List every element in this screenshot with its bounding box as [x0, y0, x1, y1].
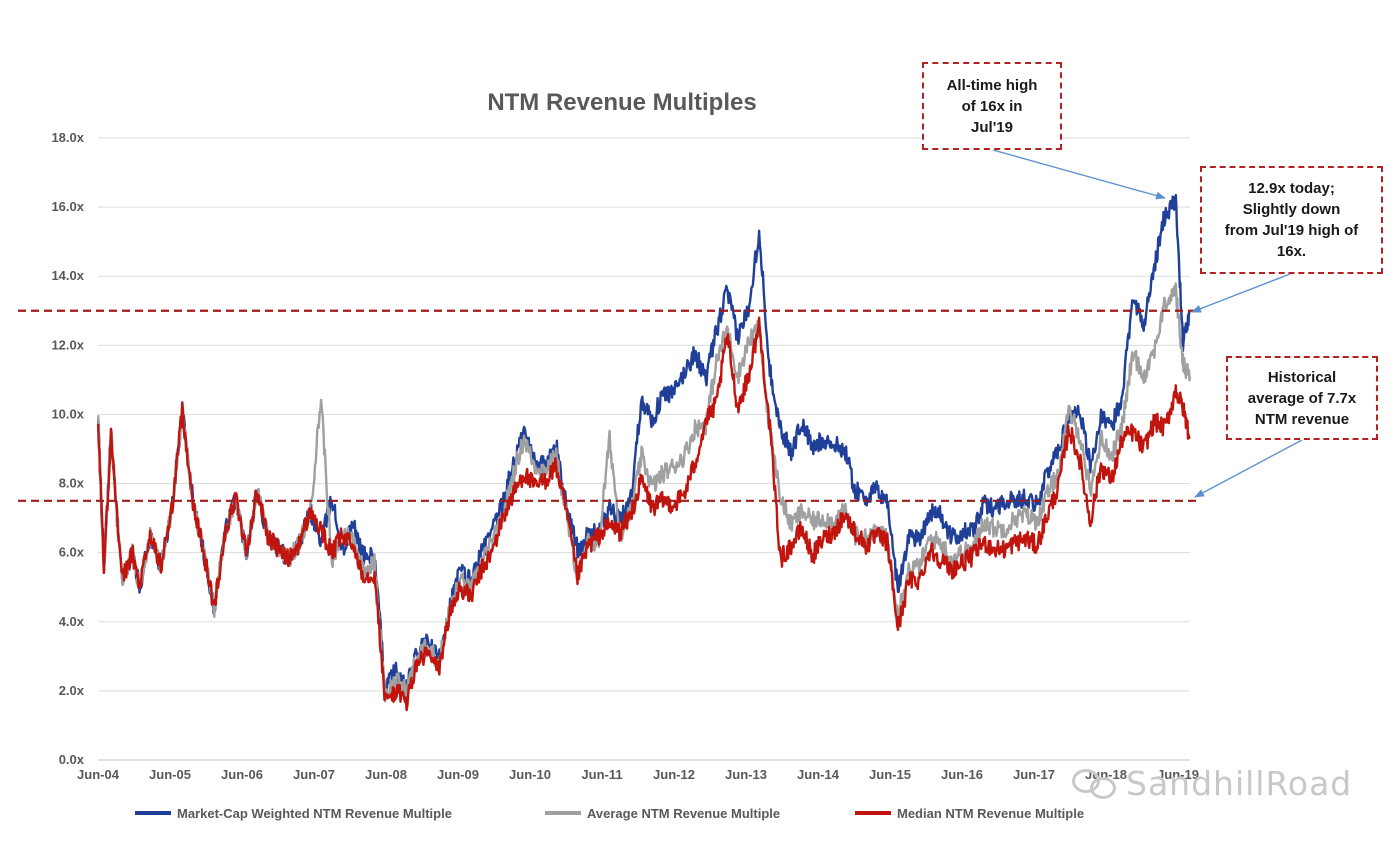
legend-label: Average NTM Revenue Multiple — [587, 806, 780, 821]
x-tick-label: Jun-13 — [725, 767, 767, 782]
wechat-icon — [1072, 767, 1118, 801]
y-tick-label: 2.0x — [59, 683, 85, 698]
x-axis: Jun-04 Jun-05 Jun-06 Jun-07 Jun-08 Jun-09 Jun-… — [77, 767, 1199, 782]
y-tick-label: 10.0x — [51, 406, 84, 421]
watermark-text: SandhillRoad — [1126, 764, 1353, 803]
plot-area — [97, 193, 1192, 712]
y-tick-label: 12.0x — [51, 337, 84, 352]
legend: Market-Cap Weighted NTM Revenue Multiple… — [135, 806, 1084, 821]
arrow-high — [992, 149, 1166, 200]
x-tick-label: Jun-19 — [1157, 767, 1199, 782]
legend-label: Median NTM Revenue Multiple — [897, 806, 1084, 821]
x-tick-label: Jun-16 — [941, 767, 983, 782]
callout-today: 12.9x today; Slightly down from Jul'19 h… — [1200, 166, 1383, 274]
series-median — [97, 316, 1191, 712]
y-tick-label: 6.0x — [59, 545, 85, 560]
x-tick-label: Jun-07 — [293, 767, 335, 782]
reference-lines — [18, 309, 1199, 502]
x-tick-label: Jun-15 — [869, 767, 911, 782]
y-tick-label: 18.0x — [51, 130, 84, 145]
y-tick-label: 14.0x — [51, 268, 84, 283]
y-axis: 0.0x 2.0x 4.0x 6.0x 8.0x 10.0x 12.0x 14.0x 16.0x… — [51, 130, 84, 767]
x-tick-label: Jun-04 — [77, 767, 120, 782]
y-tick-label: 4.0x — [59, 614, 85, 629]
watermark: SandhillRoad — [1072, 764, 1352, 803]
chart-title: NTM Revenue Multiples — [487, 89, 756, 116]
series-market-cap-weighted — [97, 193, 1191, 695]
arrow-avg — [1194, 439, 1303, 498]
x-tick-label: Jun-12 — [653, 767, 695, 782]
x-tick-label: Jun-05 — [149, 767, 191, 782]
arrow-today — [1191, 273, 1291, 313]
callout-all-time-high: All-time high of 16x in Jul'19 — [922, 62, 1062, 150]
series-average — [97, 282, 1192, 703]
grid — [98, 137, 1190, 761]
x-tick-label: Jun-14 — [797, 767, 840, 782]
x-tick-label: Jun-17 — [1013, 767, 1055, 782]
x-tick-label: Jun-10 — [509, 767, 551, 782]
x-tick-label: Jun-09 — [437, 767, 479, 782]
x-tick-label: Jun-11 — [581, 767, 622, 782]
callout-historical-average: Historical average of 7.7x NTM revenue — [1226, 356, 1378, 440]
legend-label: Market-Cap Weighted NTM Revenue Multiple — [177, 806, 452, 821]
callout-arrows — [992, 149, 1303, 498]
y-tick-label: 0.0x — [59, 752, 85, 767]
x-tick-label: Jun-08 — [365, 767, 407, 782]
y-tick-label: 16.0x — [51, 199, 84, 214]
x-tick-label: Jun-06 — [221, 767, 263, 782]
y-tick-label: 8.0x — [59, 476, 85, 491]
